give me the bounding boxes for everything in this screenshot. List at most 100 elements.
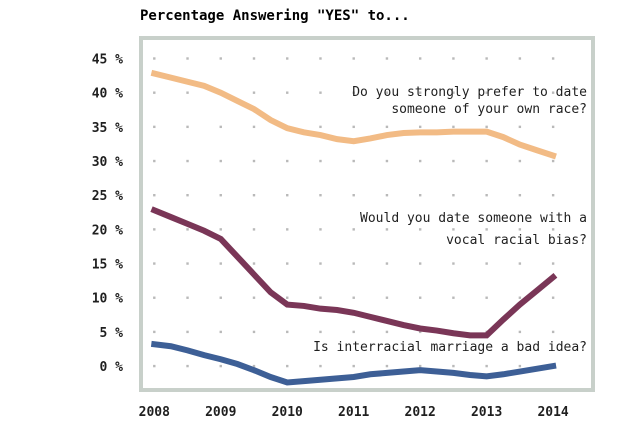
- grid-dot: [352, 57, 355, 60]
- grid-dot: [252, 364, 256, 368]
- y-tick-label: 40 %: [92, 87, 123, 102]
- grid-dot: [352, 330, 355, 334]
- grid-dot: [186, 91, 189, 94]
- grid-dot: [452, 194, 455, 197]
- grid-dot: [153, 57, 156, 60]
- grid-dot: [219, 194, 222, 197]
- grid-dot: [352, 91, 355, 94]
- x-tick-label: 2010: [272, 405, 303, 420]
- grid-dot: [385, 125, 389, 129]
- series-line-would-you-date-someone-with-a-vocal-raci: [150, 206, 558, 339]
- series-lines: [150, 69, 558, 386]
- annotation-would-you-date-someone-with-a-vocal-raci-line-2: vocal racial bias?: [446, 233, 587, 248]
- grid-dot: [319, 91, 322, 94]
- grid-dot: [385, 194, 389, 197]
- grid-dot: [319, 57, 322, 60]
- grid-dot: [352, 364, 355, 368]
- x-tick-label: 2013: [471, 405, 502, 420]
- grid-dot: [252, 296, 256, 299]
- grid-dot: [418, 194, 422, 197]
- grid-dot: [518, 364, 522, 368]
- grid-dot: [319, 330, 322, 334]
- chart-title: Percentage Answering "YES" to...: [140, 8, 410, 24]
- grid-dot: [551, 330, 555, 334]
- annotation-is-interracial-marriage-a-bad-idea-line-1: Is interracial marriage a bad idea?: [313, 340, 587, 355]
- grid-dot: [252, 57, 256, 60]
- grid-dot: [418, 330, 422, 334]
- grid-dot: [518, 228, 522, 231]
- grid-dot: [452, 364, 455, 368]
- grid-dot: [186, 330, 189, 334]
- plot-frame: [139, 36, 595, 392]
- grid-dot: [518, 125, 522, 129]
- grid-dot: [518, 91, 522, 94]
- grid-dot: [485, 91, 488, 94]
- series-line-is-interracial-marriage-a-bad-idea: [150, 340, 557, 386]
- grid-dot: [252, 194, 256, 197]
- grid-dot: [286, 194, 289, 197]
- grid-dot: [153, 159, 156, 163]
- grid-dot: [252, 159, 256, 163]
- grid-dot: [385, 330, 389, 334]
- grid-dot: [551, 159, 555, 163]
- grid-dot: [219, 159, 222, 163]
- grid-dot: [518, 330, 522, 334]
- x-tick-label: 2012: [405, 405, 436, 420]
- grid-dot: [186, 364, 189, 368]
- grid-dot: [418, 262, 422, 265]
- grid-dot: [418, 159, 422, 163]
- grid-dot: [485, 364, 488, 368]
- grid-dot: [551, 57, 555, 60]
- grid-dot: [352, 125, 355, 129]
- grid-dot: [352, 296, 355, 299]
- grid-dot: [518, 262, 522, 265]
- grid-dot: [418, 228, 422, 231]
- grid-dot: [153, 228, 156, 231]
- grid-dot: [418, 364, 422, 368]
- x-tick-label: 2009: [205, 405, 236, 420]
- grid-dot: [452, 159, 455, 163]
- grid-dot: [518, 159, 522, 163]
- grid-dot: [485, 125, 488, 129]
- grid-dot: [252, 262, 256, 265]
- grid-dot: [319, 262, 322, 265]
- grid-dot: [252, 330, 256, 334]
- grid-dot: [319, 125, 322, 129]
- grid-dot: [385, 364, 389, 368]
- grid-dot: [385, 228, 389, 231]
- grid-dot: [485, 228, 488, 231]
- y-tick-label: 25 %: [92, 189, 123, 204]
- y-tick-label: 15 %: [92, 258, 123, 273]
- grid-dot: [186, 296, 189, 299]
- grid-dot: [452, 57, 455, 60]
- grid-dot: [153, 296, 156, 299]
- y-tick-label: 10 %: [92, 292, 123, 307]
- grid-dot: [551, 262, 555, 265]
- grid-dot: [452, 296, 455, 299]
- x-tick-label: 2011: [338, 405, 369, 420]
- y-tick-label: 30 %: [92, 155, 123, 170]
- grid-dot: [518, 194, 522, 197]
- grid-dot: [153, 91, 156, 94]
- grid-dot: [352, 194, 355, 197]
- grid-dot: [186, 159, 189, 163]
- annotation-do-you-strongly-prefer-to-date-someone-o-line-1: Do you strongly prefer to date: [352, 85, 587, 100]
- grid-dot: [153, 364, 156, 368]
- grid-dot: [485, 194, 488, 197]
- grid-dot: [219, 364, 222, 368]
- grid-dot: [485, 57, 488, 60]
- grid-dot: [319, 159, 322, 163]
- grid-dot: [385, 262, 389, 265]
- grid-dot: [219, 125, 222, 129]
- grid-dot: [352, 228, 355, 231]
- grid-dot: [385, 57, 389, 60]
- grid-dot: [551, 228, 555, 231]
- x-tick-label: 2008: [139, 405, 170, 420]
- grid-dot: [385, 91, 389, 94]
- x-axis-ticks: 2008 2009 2010 2011 2012 2013 2014: [139, 405, 569, 420]
- y-axis-ticks: 0 % 5 % 10 % 15 % 20 % 25 % 30 % 35 % 40 % 45 %: [92, 53, 123, 376]
- y-tick-label: 0 %: [100, 360, 124, 375]
- grid-dot: [252, 125, 256, 129]
- grid-dot: [153, 125, 156, 129]
- grid-dot: [153, 330, 156, 334]
